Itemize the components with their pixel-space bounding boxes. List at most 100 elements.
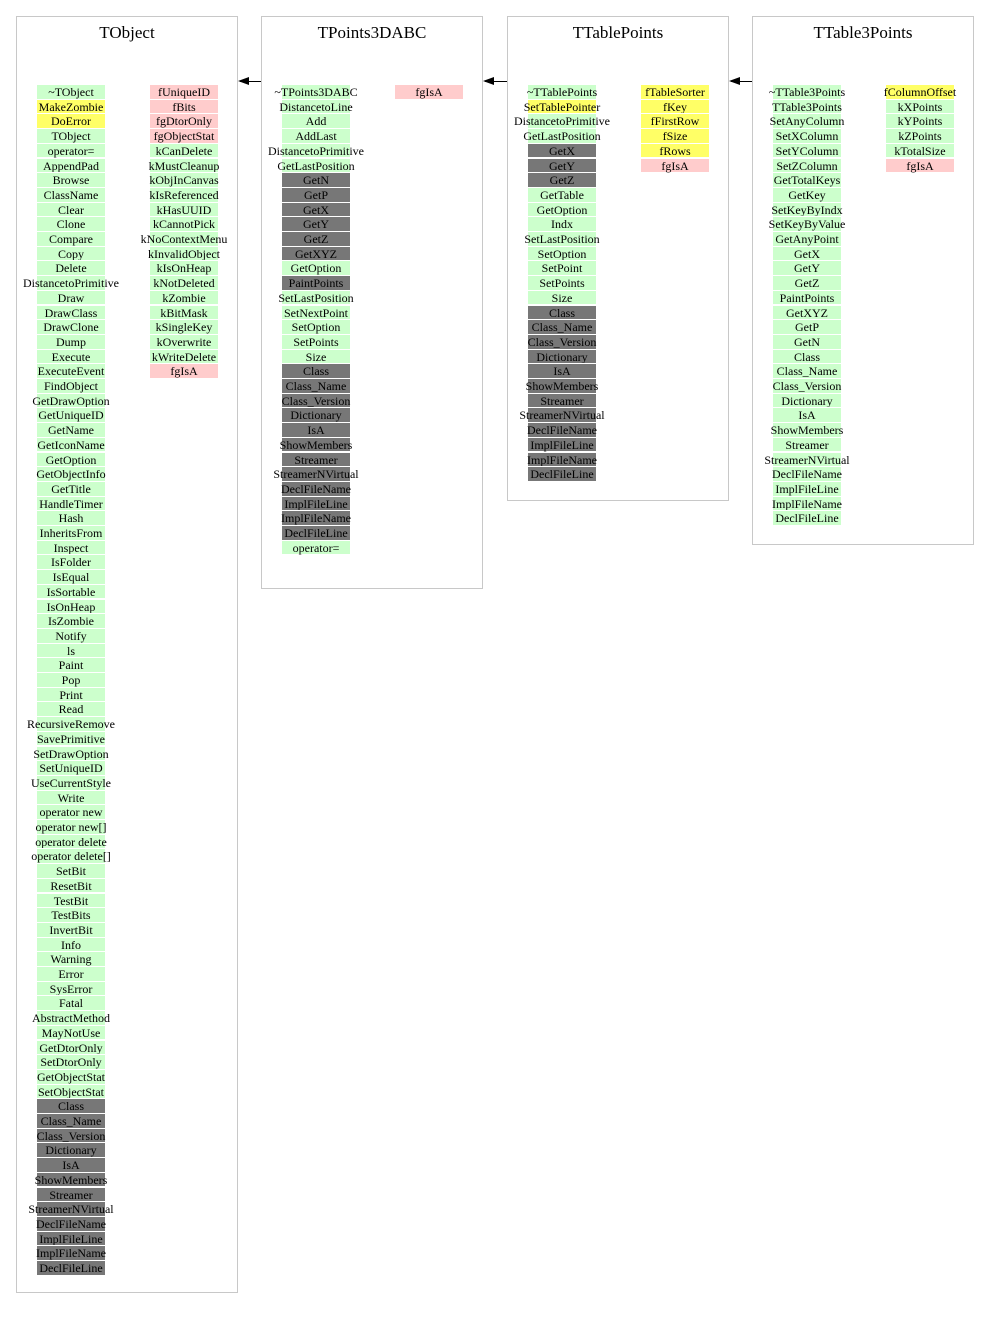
method-item[interactable]: ~TTablePoints	[527, 84, 597, 99]
method-item[interactable]: IsA	[37, 1157, 105, 1172]
member-item[interactable]: kTotalSize	[886, 142, 954, 158]
method-item[interactable]: ImplFileName	[281, 510, 351, 525]
member-item[interactable]: kMustCleanup	[149, 157, 219, 173]
method-item[interactable]: DeclFileName	[772, 466, 842, 481]
method-item[interactable]: ImplFileName	[36, 1245, 106, 1260]
method-item[interactable]: PaintPoints	[282, 275, 350, 290]
member-item[interactable]: kSingleKey	[150, 319, 218, 334]
method-item[interactable]: Clone	[37, 216, 105, 231]
method-item[interactable]: Streamer	[773, 436, 841, 452]
class-box-tobject[interactable]: TObject ~TObject MakeZombie DoError TObject o…	[16, 16, 238, 1293]
method-item[interactable]: PaintPoints	[773, 289, 841, 305]
member-item[interactable]: kNoContextMenu	[141, 231, 227, 246]
method-item[interactable]: IsEqual	[37, 569, 105, 584]
method-item[interactable]: DeclFileLine	[282, 525, 350, 540]
method-item[interactable]: GetKey	[773, 186, 841, 202]
method-item[interactable]: GetY	[282, 216, 350, 231]
method-item[interactable]: operator=	[37, 142, 105, 158]
method-item[interactable]: MakeZombie	[37, 98, 105, 114]
method-item[interactable]: Error	[37, 966, 105, 981]
class-title[interactable]: TTable3Points	[813, 23, 913, 42]
method-item[interactable]: Indx	[528, 216, 596, 231]
method-item[interactable]: StreamerNVirtual	[273, 466, 359, 481]
method-item[interactable]: Class	[282, 363, 350, 378]
method-item[interactable]: GetX	[773, 245, 841, 261]
member-item[interactable]: fgDtorOnly	[150, 113, 218, 128]
method-item[interactable]: GetXYZ	[773, 304, 841, 320]
method-item[interactable]: SetPoints	[528, 275, 596, 290]
member-item[interactable]: kXPoints	[886, 98, 954, 114]
method-item[interactable]: DoError	[37, 113, 105, 128]
method-item[interactable]: GetXYZ	[282, 245, 350, 261]
method-item[interactable]: DeclFileLine	[528, 466, 596, 481]
method-item[interactable]: ShowMembers	[35, 1171, 107, 1187]
method-item[interactable]: GetN	[773, 333, 841, 349]
method-item[interactable]: operator delete	[35, 833, 107, 849]
method-item[interactable]: DistancetoPrimitive	[268, 142, 364, 158]
member-item[interactable]: kYPoints	[886, 113, 954, 128]
method-item[interactable]: DeclFileName	[281, 480, 351, 496]
method-item[interactable]: ~TObject	[37, 84, 105, 99]
method-item[interactable]: ~TTable3Points	[769, 84, 845, 99]
method-item[interactable]: GetObjectStat	[37, 1068, 105, 1084]
method-item[interactable]: Hash	[37, 510, 105, 525]
member-item[interactable]: fgIsA	[886, 157, 954, 173]
method-item[interactable]: SetDrawOption	[33, 745, 109, 761]
method-item[interactable]: UseCurrentStyle	[31, 774, 111, 790]
method-item[interactable]: operator new	[37, 804, 105, 819]
class-title[interactable]: TObject	[99, 23, 155, 42]
member-item[interactable]: kZombie	[150, 289, 218, 305]
method-item[interactable]: RecursiveRemove	[27, 716, 115, 731]
method-item[interactable]: ShowMembers	[771, 422, 843, 437]
method-item[interactable]: Info	[37, 936, 105, 952]
class-title[interactable]: TTablePoints	[572, 23, 664, 42]
method-item[interactable]: TTable3Points	[772, 98, 842, 114]
method-item[interactable]: GetDtorOnly	[37, 1039, 105, 1055]
method-item[interactable]: Dictionary	[282, 407, 350, 422]
method-item[interactable]: DeclFileName	[527, 422, 597, 437]
member-item[interactable]: kCanDelete	[150, 142, 218, 158]
member-item[interactable]: fFirstRow	[641, 113, 709, 128]
method-item[interactable]: SetAnyColumn	[770, 113, 844, 128]
method-item[interactable]: GetDrawOption	[32, 392, 110, 408]
method-item[interactable]: IsA	[282, 422, 350, 437]
method-item[interactable]: ImplFileName	[527, 451, 597, 467]
method-item[interactable]: Class_Name	[773, 363, 841, 378]
member-item[interactable]: kCannotPick	[150, 216, 218, 231]
method-item[interactable]: GetName	[37, 422, 105, 437]
method-item[interactable]: AddLast	[282, 128, 350, 143]
method-item[interactable]: ResetBit	[37, 877, 105, 893]
member-item[interactable]: kHasUUID	[150, 201, 218, 217]
method-item[interactable]: Draw	[37, 289, 105, 305]
method-item[interactable]: IsFolder	[37, 554, 105, 569]
method-item[interactable]: ImplFileLine	[282, 495, 350, 511]
method-item[interactable]: GetIconName	[37, 436, 105, 452]
method-item[interactable]: Class	[773, 348, 841, 364]
method-item[interactable]: Class_Version	[528, 333, 596, 349]
method-item[interactable]: ~TPoints3DABC	[274, 84, 358, 99]
method-item[interactable]: SavePrimitive	[37, 730, 105, 746]
member-item[interactable]: fgIsA	[150, 363, 218, 378]
method-item[interactable]: TestBits	[37, 907, 105, 922]
method-item[interactable]: SetUniqueID	[37, 760, 105, 775]
method-item[interactable]: GetP	[282, 186, 350, 202]
method-item[interactable]: ImplFileLine	[773, 480, 841, 496]
method-item[interactable]: Paint	[37, 657, 105, 672]
method-item[interactable]: Fatal	[37, 995, 105, 1010]
method-item[interactable]: Class	[528, 304, 596, 320]
method-item[interactable]: InvertBit	[37, 921, 105, 937]
method-item[interactable]: GetObjectInfo	[36, 466, 106, 481]
method-item[interactable]: GetTitle	[37, 480, 105, 496]
member-item[interactable]: kZPoints	[886, 128, 954, 143]
method-item[interactable]: SetYColumn	[773, 142, 841, 158]
method-item[interactable]: Pop	[37, 672, 105, 687]
method-item[interactable]: operator delete[]	[31, 848, 111, 863]
method-item[interactable]: DrawClone	[37, 319, 105, 334]
member-item[interactable]: kNotDeleted	[150, 275, 218, 290]
method-item[interactable]: Size	[528, 289, 596, 305]
method-item[interactable]: Inspect	[37, 539, 105, 555]
method-item[interactable]: DeclFileLine	[37, 1260, 105, 1275]
method-item[interactable]: GetOption	[528, 201, 596, 217]
method-item[interactable]: GetN	[282, 172, 350, 187]
method-item[interactable]: SetKeyByIndx	[771, 201, 843, 217]
